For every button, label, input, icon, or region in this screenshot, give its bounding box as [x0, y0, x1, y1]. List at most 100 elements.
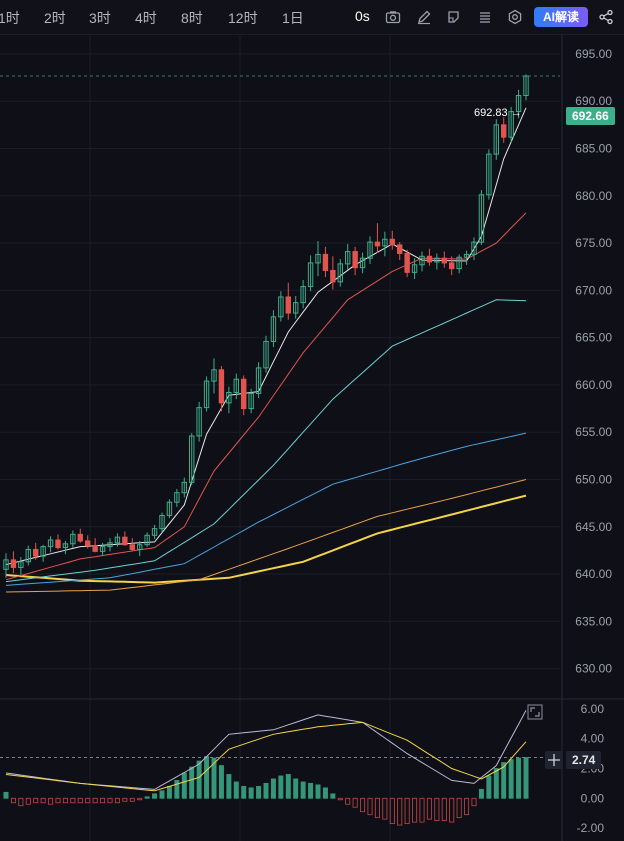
ma10-line [5, 212, 527, 581]
timeframe-3h[interactable]: 3时 [89, 10, 111, 26]
candle-body [523, 75, 529, 97]
candle-body [189, 435, 195, 483]
macd-histogram-bar [293, 778, 299, 799]
price-tick-label: 680.00 [575, 189, 612, 203]
macd-tick-label: -2.00 [577, 821, 605, 835]
macd-histogram-bar [196, 760, 202, 799]
candlestick-chart[interactable]: 695.00 690.00 685.00 680.00 675.00 670.00 665.… [0, 35, 624, 841]
timeframe-12h[interactable]: 12时 [228, 10, 258, 26]
candle-body [359, 257, 366, 269]
macd-current-badge: 2.74 [566, 751, 602, 769]
candle-body [55, 539, 61, 549]
macd-histogram-bar [419, 797, 425, 823]
candle-body [367, 241, 373, 259]
price-tick-label: 690.00 [575, 94, 612, 108]
macd-histogram-bar [278, 775, 284, 799]
toolbar: 1时 2时 3时 4时 8时 12时 1日 0s AI解读 [0, 0, 624, 35]
macd-histogram-bar [159, 790, 165, 799]
candle-body [47, 539, 54, 548]
candle-body [285, 296, 291, 314]
macd-histogram-bar [85, 797, 91, 804]
macd-histogram-bar [523, 757, 529, 799]
share-icon[interactable] [598, 9, 614, 25]
settings-icon[interactable] [507, 9, 523, 25]
macd-histogram-bar [204, 756, 210, 799]
candle-body [426, 255, 433, 263]
macd-histogram-bar [337, 797, 343, 801]
timeframe-2h[interactable]: 2时 [44, 10, 66, 26]
timeframe-0s[interactable]: 0s [355, 8, 370, 24]
candle-body [322, 253, 329, 271]
tag-icon[interactable] [446, 9, 462, 25]
macd-histogram-bar [137, 797, 143, 801]
macd-histogram-bar [33, 797, 39, 804]
ai-analysis-button[interactable]: AI解读 [534, 7, 588, 27]
price-tick-label: 670.00 [575, 283, 612, 297]
expand-icon[interactable] [527, 704, 543, 720]
price-tick-label: 630.00 [575, 662, 612, 676]
timeframe-1d[interactable]: 1日 [282, 10, 304, 26]
candle-body [3, 559, 9, 570]
candle-body [456, 256, 462, 270]
chart-area[interactable]: 695.00 690.00 685.00 680.00 675.00 670.00 665.… [0, 35, 624, 841]
candle-body [463, 253, 470, 258]
macd-histogram-bar [25, 797, 31, 805]
macd-histogram-bar [114, 797, 120, 804]
candle-body [478, 194, 485, 243]
candle-body [33, 548, 39, 557]
macd-histogram-bar [233, 781, 239, 799]
macd-histogram-bar [456, 797, 462, 819]
macd-histogram-bar [486, 775, 492, 799]
macd-histogram-bar [464, 797, 470, 816]
candle-body [337, 263, 343, 283]
candle-body [181, 481, 187, 494]
candle-body [300, 286, 306, 304]
candle-body [352, 251, 358, 269]
timeframe-4h[interactable]: 4时 [135, 10, 157, 26]
macd-histogram-bar [77, 797, 83, 804]
last-price-badge: 692.66 [566, 107, 615, 125]
candle-body [151, 528, 158, 536]
macd-histogram-bar [434, 797, 440, 822]
price-tick-label: 640.00 [575, 567, 612, 581]
price-tick-label: 695.00 [575, 47, 612, 61]
macd-histogram-bar [40, 797, 46, 804]
macd-histogram-bar [360, 797, 366, 813]
macd-histogram-bar [263, 783, 269, 799]
pencil-icon[interactable] [416, 9, 432, 25]
candle-body [382, 238, 388, 247]
macd-histogram-bar [441, 797, 447, 822]
candle-body [434, 257, 440, 263]
timeframe-1h[interactable]: 1时 [0, 10, 20, 26]
macd-histogram-bar [100, 797, 106, 804]
candle-body [99, 546, 106, 552]
candle-body [293, 302, 299, 314]
macd-histogram-bar [322, 787, 328, 799]
macd-histogram-bar [508, 759, 514, 799]
crosshair-add-icon[interactable] [545, 751, 563, 769]
macd-dea-line [5, 721, 527, 792]
camera-icon[interactable] [385, 9, 401, 25]
price-tick-label: 675.00 [575, 236, 612, 250]
candle-body [270, 316, 277, 342]
macd-histogram-bar [70, 797, 76, 804]
candle-body [129, 544, 135, 550]
candle-body [137, 544, 143, 550]
macd-histogram-bar [218, 765, 224, 799]
timeframe-8h[interactable]: 8时 [181, 10, 203, 26]
macd-histogram-bar [122, 797, 128, 802]
macd-histogram-bar [181, 772, 187, 799]
candle-body [330, 269, 336, 283]
candle-body [107, 542, 113, 548]
macd-histogram-bar [270, 778, 276, 799]
macd-histogram-bar [62, 797, 68, 804]
ma60-line [5, 479, 527, 593]
price-tick-label: 685.00 [575, 141, 612, 155]
macd-histogram-bar [144, 796, 150, 799]
candle-body [374, 241, 381, 247]
list-icon[interactable] [477, 9, 493, 25]
ma120-line [5, 494, 527, 584]
ma30-line [5, 432, 527, 586]
candle-body [77, 533, 83, 542]
macd-histogram-bar [308, 783, 314, 799]
